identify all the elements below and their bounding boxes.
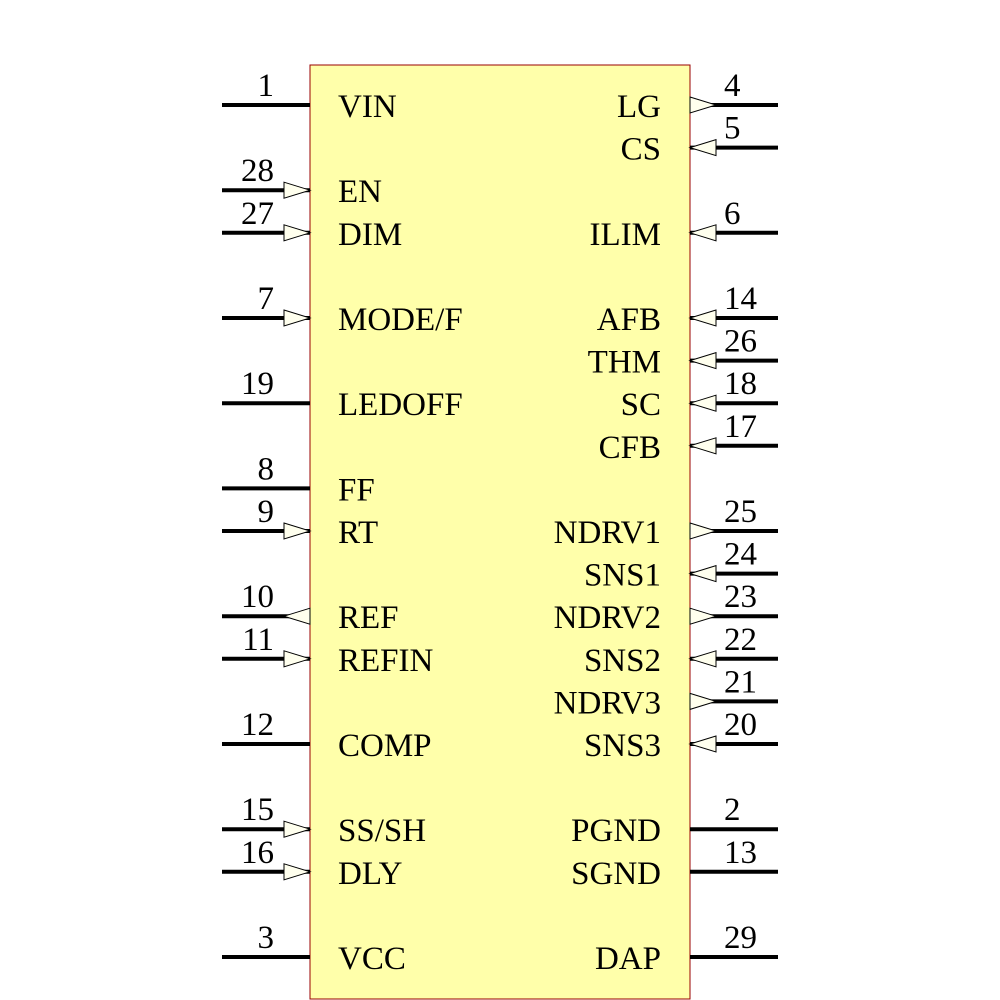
pin-name: ILIM [590, 217, 661, 253]
pin-name: NDRV1 [554, 515, 661, 551]
input-arrow-icon [688, 650, 717, 668]
pin-name: THM [588, 345, 661, 381]
pin-name: RT [338, 515, 378, 551]
output-arrow-icon [689, 692, 718, 711]
pin-number: 1 [258, 68, 275, 104]
pin-name: VCC [338, 941, 406, 977]
input-arrow-icon [688, 437, 717, 455]
pin-number: 2 [724, 792, 741, 828]
pin-name: NDRV3 [554, 685, 661, 721]
pin-number: 27 [241, 196, 274, 232]
pin-number: 22 [724, 622, 757, 658]
input-arrow-icon [688, 351, 717, 370]
output-arrow-icon [689, 607, 718, 625]
pin-name: NDRV2 [554, 600, 661, 636]
output-arrow-icon [689, 522, 718, 540]
pin-number: 16 [241, 835, 274, 871]
pin-name: AFB [597, 302, 661, 338]
pin-name: SC [621, 387, 661, 423]
pin-number: 13 [724, 835, 757, 871]
pin-number: 8 [258, 451, 275, 487]
input-arrow-icon [283, 650, 312, 668]
pin-name: SS/SH [338, 813, 426, 849]
pin-number: 9 [258, 494, 275, 530]
pin-number: 18 [724, 366, 757, 402]
pin-number: 29 [724, 920, 757, 956]
pin-number: 6 [724, 196, 741, 232]
pin-number: 23 [724, 579, 757, 615]
pin-number: 19 [241, 366, 274, 402]
input-arrow-icon [283, 522, 312, 540]
pin-name: SNS2 [584, 643, 661, 679]
pin-number: 15 [241, 792, 274, 828]
pin-number: 12 [241, 707, 274, 743]
pin-number: 21 [724, 664, 757, 700]
pin-name: REFIN [338, 643, 434, 679]
component-body [309, 64, 691, 1000]
pin-name: LG [617, 89, 661, 125]
pin-name: EN [338, 174, 382, 210]
pin-name: COMP [338, 728, 432, 764]
pin-number: 25 [724, 494, 757, 530]
pin-name: CS [621, 132, 661, 168]
pin-name: MODE/F [338, 302, 463, 338]
input-arrow-icon [688, 735, 717, 753]
pin-name: LEDOFF [338, 387, 463, 423]
output-arrow-icon [282, 607, 311, 625]
pin-name: DAP [595, 941, 661, 977]
output-arrow-icon [689, 96, 718, 114]
pin-name: CFB [599, 430, 661, 466]
pin-name: VIN [338, 89, 397, 125]
pin-number: 20 [724, 707, 757, 743]
pin-name: SNS3 [584, 728, 661, 764]
pin-number: 24 [724, 537, 757, 573]
input-arrow-icon [688, 309, 717, 327]
pin-name: SNS1 [584, 558, 661, 594]
input-arrow-icon [688, 564, 717, 583]
input-arrow-icon [688, 138, 717, 157]
pin-number: 17 [724, 409, 757, 445]
pin-name: REF [338, 600, 399, 636]
pin-number: 28 [241, 153, 274, 189]
input-arrow-icon [688, 394, 717, 412]
pin-name: DLY [338, 856, 403, 892]
input-arrow-icon [283, 820, 312, 838]
pin-number: 11 [242, 622, 274, 658]
pin-name: FF [338, 472, 375, 508]
pin-number: 26 [724, 324, 757, 360]
input-arrow-icon [283, 224, 312, 242]
pin-number: 5 [724, 111, 741, 147]
pin-name: DIM [338, 217, 402, 253]
input-arrow-icon [283, 181, 312, 199]
pin-number: 14 [724, 281, 757, 317]
pin-number: 7 [258, 281, 275, 317]
pin-name: SGND [571, 856, 661, 892]
input-arrow-icon [688, 224, 717, 242]
input-arrow-icon [283, 309, 312, 327]
pin-number: 4 [724, 68, 741, 104]
pin-number: 10 [241, 579, 274, 615]
input-arrow-icon [283, 863, 312, 881]
pin-name: PGND [571, 813, 661, 849]
pin-number: 3 [258, 920, 275, 956]
